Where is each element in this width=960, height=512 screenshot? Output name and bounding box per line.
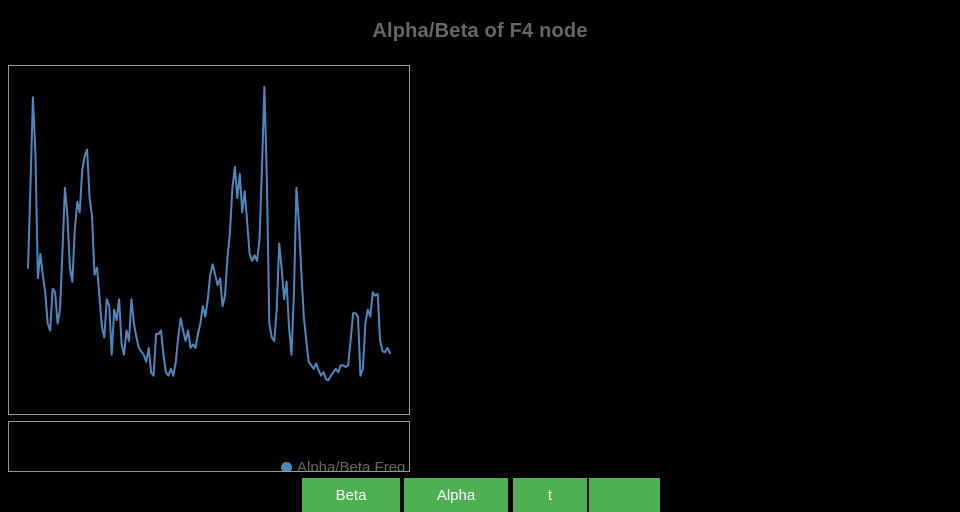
- legend-label: Alpha/Beta Freq: [297, 459, 406, 472]
- alpha-beta-freq-line: [27, 85, 391, 382]
- alpha-button[interactable]: Alpha: [404, 478, 508, 512]
- legend-box: Alpha/Beta Freq: [8, 421, 410, 472]
- band-button-4[interactable]: [589, 478, 660, 512]
- frequency-line-chart-svg: [27, 85, 391, 382]
- legend-circle-icon: [281, 462, 292, 471]
- band-button-3[interactable]: t: [513, 478, 587, 512]
- legend-item-alpha-beta-freq[interactable]: Alpha/Beta Freq: [281, 459, 406, 472]
- page-title: Alpha/Beta of F4 node: [372, 20, 588, 42]
- frequency-line-chart: [8, 65, 410, 415]
- beta-button[interactable]: Beta: [302, 478, 400, 512]
